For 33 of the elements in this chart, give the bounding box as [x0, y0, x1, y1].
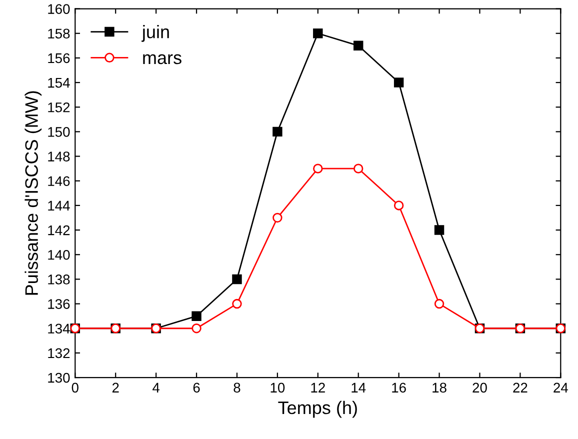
x-tick-label: 18	[432, 382, 446, 393]
y-tick-label: 150	[48, 127, 70, 137]
x-tick-label: 10	[270, 382, 285, 393]
y-tick-label: 154	[48, 78, 70, 88]
x-axis-title: Temps (h)	[278, 400, 357, 418]
y-tick-label: 146	[48, 176, 70, 186]
y-tick-label: 136	[48, 299, 70, 309]
x-tick-label: 22	[513, 382, 528, 392]
x-tick-label: 14	[352, 382, 366, 392]
x-tick-label: 16	[392, 382, 406, 393]
y-tick-label: 148	[48, 152, 70, 162]
x-tick-label: 0	[72, 382, 78, 393]
y-tick-label: 138	[48, 274, 70, 284]
y-tick-label: 132	[48, 348, 70, 358]
x-tick-label: 24	[554, 382, 568, 392]
x-tick-label: 2	[112, 382, 119, 392]
legend-label: mars	[143, 54, 182, 64]
x-tick-label: 20	[472, 382, 487, 393]
y-tick-label: 156	[48, 53, 70, 64]
x-tick-label: 4	[152, 382, 160, 392]
y-tick-label: 142	[48, 225, 70, 236]
x-tick-label: 6	[193, 382, 200, 393]
y-tick-label: 152	[48, 102, 70, 112]
legend-label: juin	[142, 25, 169, 42]
y-tick-label: 134	[48, 324, 70, 334]
y-tick-label: 140	[48, 250, 70, 260]
y-tick-label: 160	[48, 4, 70, 14]
y-tick-label: 158	[48, 28, 70, 39]
x-tick-label: 8	[234, 382, 240, 393]
y-tick-label: 144	[48, 200, 70, 210]
x-tick-label: 12	[311, 382, 325, 392]
y-axis-title: Puissance d'ISCCS (MW)	[24, 91, 42, 295]
y-tick-label: 130	[48, 372, 70, 383]
